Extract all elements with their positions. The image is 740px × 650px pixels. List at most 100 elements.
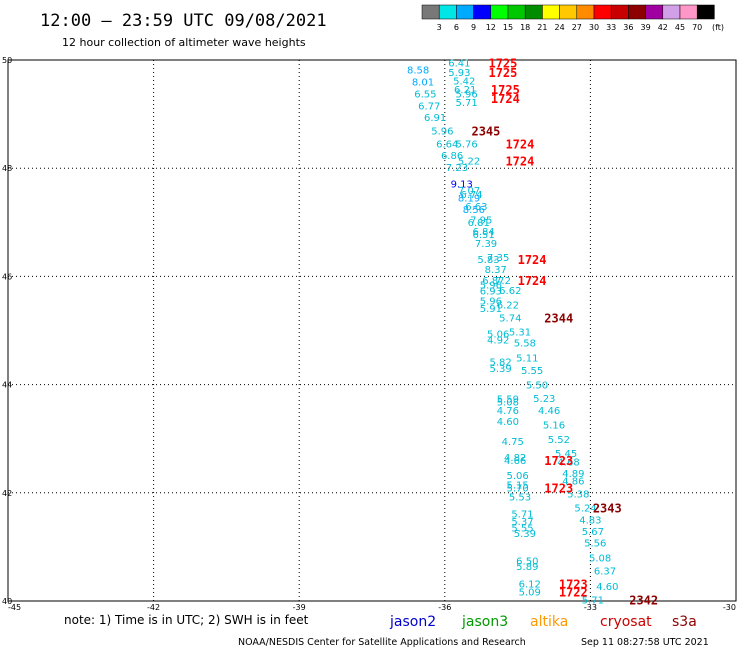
- wave-height-value: 5.91: [480, 304, 502, 315]
- color-key-label: 9: [471, 23, 476, 32]
- wave-height-value: 7.95: [470, 216, 492, 227]
- wave-height-value: 6.64: [436, 139, 458, 150]
- wave-height-value: 6.63: [465, 202, 487, 213]
- wave-height-value: 5.76: [456, 139, 478, 150]
- satellite-name: altika: [530, 614, 568, 630]
- pass-time-labels: 1725172517251724234517241724172417242344…: [471, 57, 658, 608]
- x-tick-label: -30: [723, 603, 736, 612]
- color-key-swatch: [438, 4, 457, 20]
- color-key-label: 6: [454, 23, 459, 32]
- wave-height-value: 8.37: [485, 265, 507, 276]
- wave-height-value: 6.77: [418, 101, 440, 112]
- plot-grid: [8, 60, 736, 601]
- color-key-label: 3: [437, 23, 442, 32]
- pass-time: 1724: [505, 137, 534, 151]
- wave-height-value: 5.96: [480, 297, 502, 308]
- wave-height-value: 5.06: [506, 471, 528, 482]
- color-key-label: 70: [692, 23, 702, 32]
- color-key-swatch: [593, 4, 612, 20]
- wave-height-value: 6.41: [448, 59, 470, 70]
- x-tick-label: -45: [8, 603, 21, 612]
- color-key-swatch: [645, 4, 664, 20]
- wave-height-value: 5.55: [511, 523, 533, 534]
- color-key-label: 45: [675, 23, 685, 32]
- wave-height-value: 5.24: [574, 503, 596, 514]
- wave-height-value: 4.92: [487, 336, 509, 347]
- pass-time: 2345: [471, 124, 500, 138]
- wave-height-value: 8.58: [407, 66, 429, 77]
- color-key-label: 33: [606, 23, 616, 32]
- wave-height-value: 5.23: [533, 394, 555, 405]
- wave-height-value: 4.66: [504, 456, 526, 467]
- pass-time: 1724: [491, 92, 520, 106]
- chart-subtitle: 12 hour collection of altimeter wave hei…: [62, 36, 306, 49]
- color-key-swatch: [542, 4, 560, 20]
- color-key-label: 39: [641, 23, 651, 32]
- wave-height-value: 5.83: [477, 255, 499, 266]
- wave-height-value: 5.08: [497, 397, 519, 408]
- wave-height-value: 4.68: [557, 457, 579, 468]
- wave-height-value: 5.59: [497, 395, 519, 406]
- wave-height-value: 5.16: [543, 421, 565, 432]
- pass-time: 1725: [488, 57, 517, 71]
- wave-height-value: 5.08: [589, 554, 611, 565]
- color-key-swatch: [610, 4, 629, 20]
- pass-time: 1723: [544, 481, 573, 495]
- wave-height-value: 5.31: [509, 328, 531, 339]
- color-key-label: 27: [572, 23, 582, 32]
- wave-height-value: 6.91: [424, 113, 446, 124]
- wave-height-value: 5.55: [521, 366, 543, 377]
- color-key-label: 12: [486, 23, 496, 32]
- wave-height-value: 4.60: [497, 417, 519, 428]
- wave-height-value: 6.55: [414, 90, 436, 101]
- color-key-swatch: [456, 4, 474, 20]
- wave-height-value: 5.74: [499, 314, 521, 325]
- color-key-swatch: [679, 4, 698, 20]
- y-tick-label: 46: [2, 272, 12, 281]
- wave-height-value: 5.71: [456, 98, 478, 109]
- wave-height-value: 4.83: [579, 515, 601, 526]
- color-key-unit: (ft): [712, 23, 724, 32]
- wave-height-value: 6.62: [499, 286, 521, 297]
- color-key-label: 24: [555, 23, 565, 32]
- pass-time: 1722: [559, 585, 588, 599]
- color-key-label: 15: [503, 23, 513, 32]
- wave-height-value: 6.21: [454, 85, 476, 96]
- color-key-swatch: [490, 4, 509, 20]
- color-key-label: 21: [537, 23, 547, 32]
- wave-height-value: 5.38: [567, 489, 589, 500]
- color-key-swatch: [628, 4, 646, 20]
- color-key-label: 30: [589, 23, 599, 32]
- wave-height-value: 6.81: [468, 218, 490, 229]
- y-tick-label: 40: [2, 597, 12, 606]
- wave-height-value: 6.51: [472, 230, 494, 241]
- pass-time: 1724: [505, 155, 534, 169]
- wave-height-value: 5.67: [582, 527, 604, 538]
- wave-height-value: 6.12: [519, 580, 541, 591]
- wave-height-points: 6.415.935.426.215.965.718.588.016.556.77…: [407, 59, 619, 607]
- wave-height-value: 5.96: [431, 126, 453, 137]
- wave-height-value: 5.89: [516, 562, 538, 573]
- wave-height-value: 5.82: [489, 357, 511, 368]
- wave-height-value: 9.13: [451, 179, 473, 190]
- color-key-swatch: [576, 4, 595, 20]
- wave-height-value: 7.2: [495, 276, 511, 287]
- wave-height-value: 6.74: [460, 190, 482, 201]
- footer-timestamp: Sep 11 08:27:58 UTC 2021: [581, 637, 709, 648]
- pass-time: 1724: [518, 274, 547, 288]
- wave-height-value: 5.42: [453, 77, 475, 88]
- wave-height-value: 8.01: [412, 78, 434, 89]
- wave-height-value: 5.50: [526, 381, 548, 392]
- satellite-name: jason2: [389, 614, 436, 630]
- wave-height-value: 7.07: [458, 186, 480, 197]
- wave-height-value: 8.56: [463, 205, 485, 216]
- color-key-label: 36: [623, 23, 633, 32]
- color-key-swatch: [662, 4, 681, 20]
- color-key: 3 6 9 12 15 18 21 24 27 30 33 36 39 42 45 70: [421, 4, 715, 32]
- wave-height-value: 4.76: [497, 406, 519, 417]
- satellite-name: cryosat: [600, 614, 652, 630]
- wave-height-value: 5.37: [511, 517, 533, 528]
- wave-height-value: 5.96: [480, 281, 502, 292]
- wave-height-value: 5.45: [555, 449, 577, 460]
